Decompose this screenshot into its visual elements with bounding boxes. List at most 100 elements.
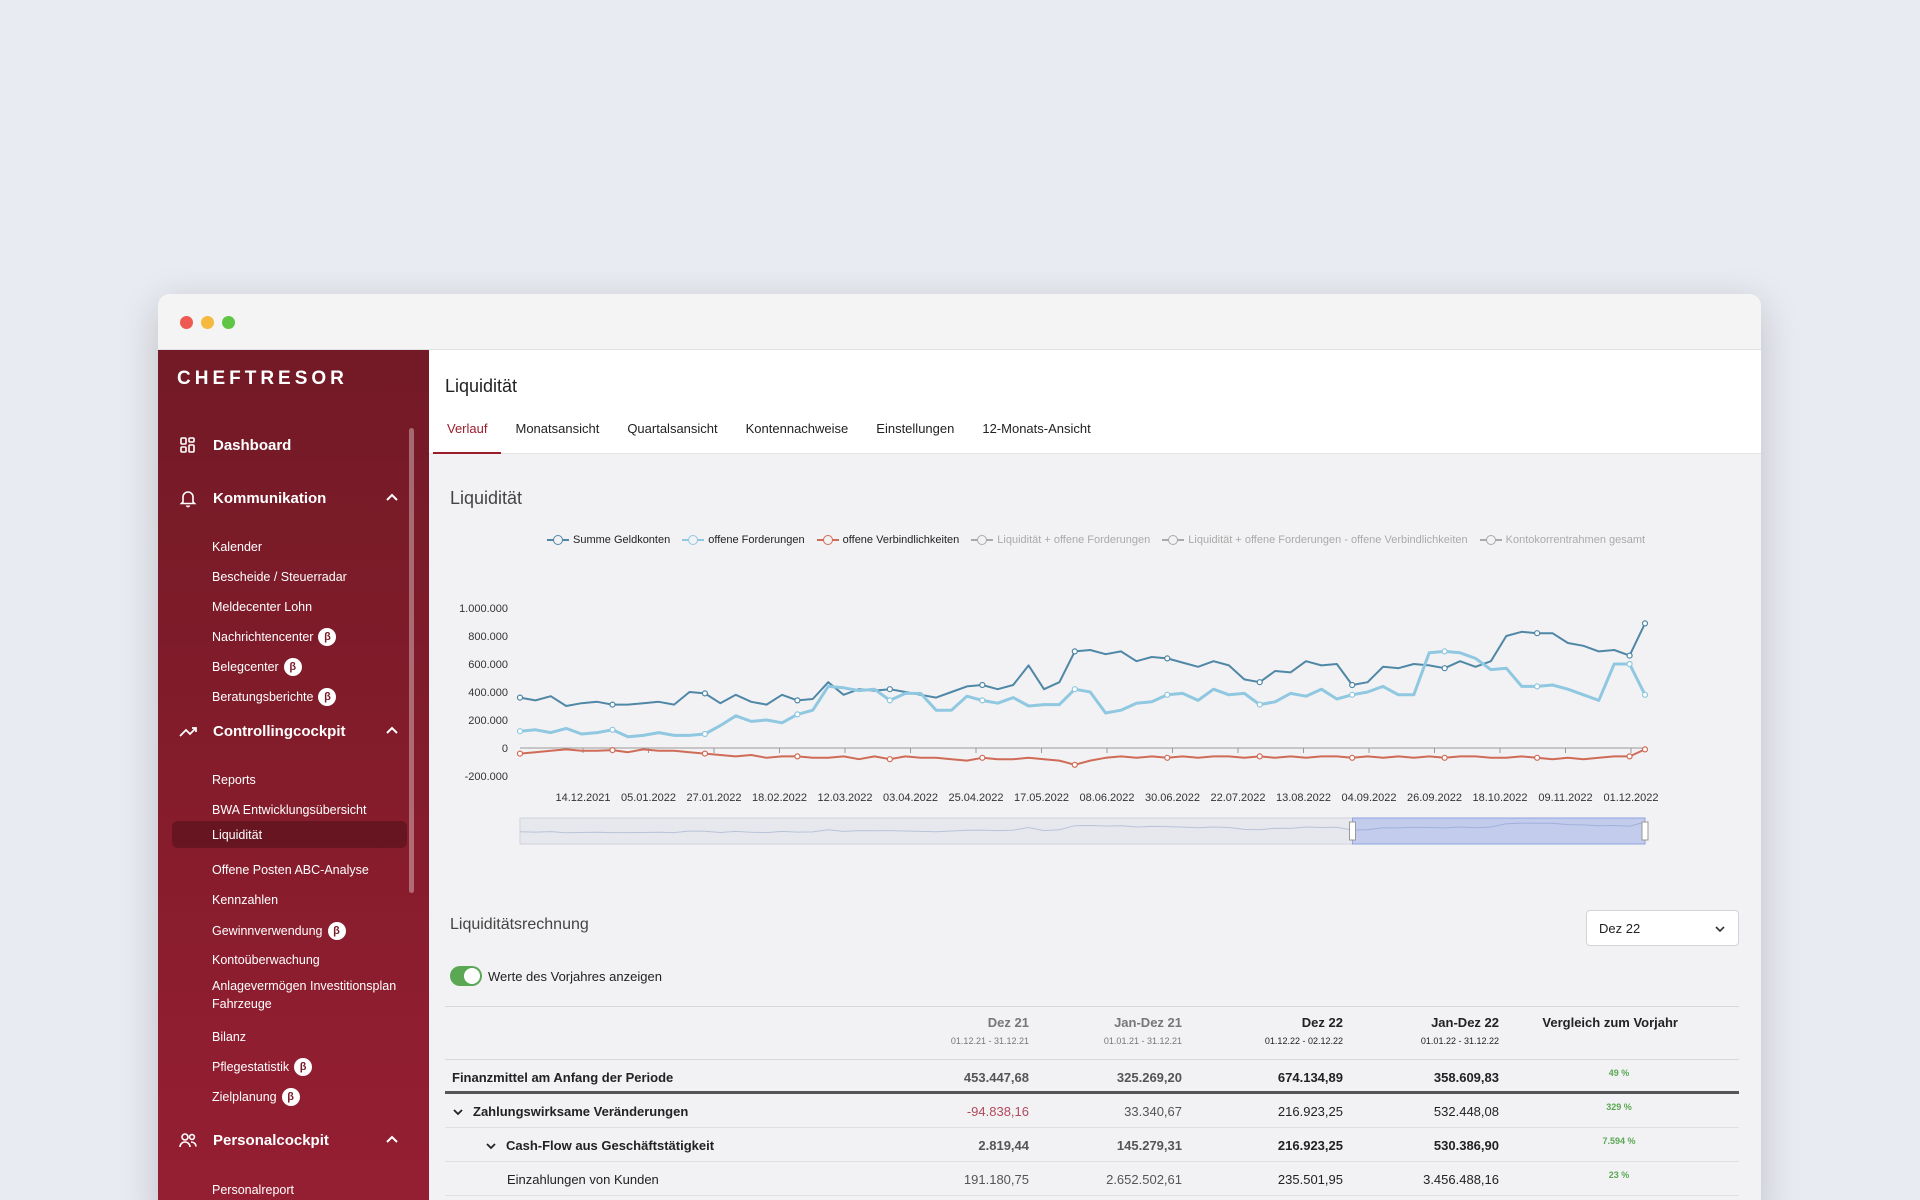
sidebar-item-personalreport[interactable]: Personalreport — [212, 1183, 294, 1197]
legend-offene-forderungen[interactable]: offene Forderungen — [682, 534, 805, 546]
legend-liquiditaet-forderungen-verbindlichkeiten[interactable]: Liquidität + offene Forderungen - offene… — [1162, 534, 1468, 546]
col-header-jan-dez-21: Jan-Dez 21 01.01.21 - 31.12.21 — [1103, 1015, 1182, 1046]
y-tick-label: 400.000 — [468, 687, 508, 699]
cell-value: 216.923,25 — [1277, 1138, 1343, 1153]
x-tick-label: 09.11.2022 — [1538, 792, 1592, 804]
series-line-offene-forderungen — [519, 649, 1647, 739]
minimize-window-button[interactable] — [201, 316, 214, 329]
data-point — [979, 681, 986, 689]
sidebar-item-meldecenter[interactable]: Meldecenter Lohn — [212, 600, 313, 614]
legend-offene-verbindlichkeiten[interactable]: offene Verbindlichkeiten — [816, 534, 959, 546]
sidebar-item-offene-posten[interactable]: Offene Posten ABC-Analyse — [212, 863, 369, 877]
period-select[interactable]: Dez 22 — [1586, 910, 1739, 946]
sidebar-section-personalcockpit[interactable]: Personalcockpit — [158, 1123, 418, 1157]
x-tick-label: 01.12.2022 — [1603, 792, 1658, 804]
data-point — [1256, 753, 1263, 760]
sidebar-item-dashboard[interactable]: Dashboard — [158, 428, 418, 462]
sidebar-item-zielplanung[interactable]: Zielplanung β — [212, 1088, 300, 1106]
cell-value: 674.134,89 — [1277, 1070, 1343, 1085]
tab-quartalsansicht[interactable]: Quartalsansicht — [627, 421, 718, 436]
chevron-down-icon[interactable] — [485, 1140, 497, 1152]
chart-legend: Summe Geldkonten offene Forderungen offe… — [547, 534, 1645, 546]
legend-summe-geldkonten[interactable]: Summe Geldkonten — [547, 534, 670, 546]
legend-marker — [547, 535, 569, 545]
data-point — [1071, 686, 1078, 693]
page-header: Liquidität Verlauf Monatsansicht Quartal… — [429, 350, 1761, 454]
cell-value: -94.838,16 — [966, 1104, 1029, 1119]
cell-value: 325.269,20 — [1116, 1070, 1182, 1085]
data-point — [516, 750, 524, 757]
beta-badge: β — [318, 688, 337, 706]
data-point — [1534, 754, 1541, 761]
table-row[interactable]: Cash-Flow aus Geschäftstätigkeit 2.819,4… — [445, 1128, 1739, 1162]
sidebar-item-bwa[interactable]: BWA Entwicklungsübersicht — [212, 803, 367, 817]
data-point — [609, 701, 616, 708]
sidebar-section-controllingcockpit[interactable]: Controllingcockpit — [158, 714, 418, 748]
data-point — [1626, 660, 1633, 668]
maximize-window-button[interactable] — [222, 316, 235, 329]
chevron-up-icon[interactable] — [384, 1132, 400, 1148]
x-tick-label: 30.06.2022 — [1145, 792, 1200, 804]
data-point — [1256, 701, 1263, 708]
table-row[interactable]: Zahlungswirksame Veränderungen -94.838,1… — [445, 1094, 1739, 1128]
trend-icon — [179, 727, 197, 737]
sidebar-item-belegcenter[interactable]: Belegcenter β — [212, 658, 302, 676]
cell-value: 358.609,83 — [1433, 1070, 1499, 1085]
sidebar-item-label: Dashboard — [213, 436, 292, 454]
sidebar-item-bescheide[interactable]: Bescheide / Steuerradar — [212, 570, 347, 584]
sidebar-item-gewinnverwendung[interactable]: Gewinnverwendung β — [212, 922, 346, 940]
close-window-button[interactable] — [180, 316, 193, 329]
sidebar-item-pflegestatistik[interactable]: Pflegestatistik β — [212, 1058, 313, 1076]
chevron-down-icon[interactable] — [452, 1106, 464, 1118]
previous-year-toggle[interactable] — [450, 966, 482, 986]
tab-einstellungen[interactable]: Einstellungen — [876, 421, 955, 436]
sidebar-item-anlagevermoegen[interactable]: Anlagevermögen Investitionsplan Fahrzeug… — [212, 979, 397, 1011]
tab-monatsansicht[interactable]: Monatsansicht — [515, 421, 600, 436]
x-tick-label: 14.12.2021 — [555, 792, 610, 804]
sidebar-item-kalender[interactable]: Kalender — [212, 540, 263, 554]
sidebar-item-nachrichtencenter[interactable]: Nachrichtencenter β — [212, 628, 337, 646]
legend-kontokorrentrahmen[interactable]: Kontokorrentrahmen gesamt — [1479, 534, 1645, 546]
chart-section-title: Liquidität — [450, 488, 523, 508]
period-select-value: Dez 22 — [1599, 921, 1641, 936]
app-window: CHEFTRESOR Dashboard Kommunikation Kalen… — [158, 294, 1761, 1200]
sidebar-item-beratungsberichte[interactable]: Beratungsberichte β — [212, 688, 337, 706]
tab-verlauf[interactable]: Verlauf — [433, 416, 502, 454]
sidebar-item-kennzahlen[interactable]: Kennzahlen — [212, 893, 279, 907]
col-header-dez-21: Dez 21 01.12.21 - 31.12.21 — [950, 1015, 1029, 1046]
data-point — [1641, 691, 1649, 698]
title-bar — [158, 294, 1761, 350]
cell-value: 2.819,44 — [978, 1138, 1029, 1153]
sidebar-scrollbar[interactable] — [409, 428, 414, 893]
row-label: Einzahlungen von Kunden — [507, 1172, 659, 1187]
data-point — [886, 697, 893, 704]
data-point — [794, 711, 801, 718]
y-tick-label: 0 — [502, 743, 508, 755]
cell-value: 235.501,95 — [1277, 1172, 1343, 1187]
chevron-up-icon[interactable] — [384, 723, 400, 739]
data-point — [1626, 753, 1633, 760]
legend-marker — [816, 535, 839, 545]
data-point — [1626, 652, 1633, 659]
sidebar-section-kommunikation[interactable]: Kommunikation — [158, 481, 418, 515]
data-point — [1256, 679, 1263, 686]
sidebar-section-label: Personalcockpit — [213, 1131, 329, 1149]
table-row: Einzahlungen von Kunden 191.180,75 2.652… — [445, 1162, 1739, 1196]
data-point — [701, 690, 709, 697]
tab-kontennachweise[interactable]: Kontennachweise — [745, 421, 849, 436]
chart-plot: 1.000.000 800.000 600.000 400.000 200.000 0 -2… — [459, 603, 1659, 845]
sidebar-item-liquiditaet[interactable]: Liquidität — [172, 821, 407, 848]
sidebar-item-reports[interactable]: Reports — [212, 773, 256, 787]
sidebar-item-kontoueberwachung[interactable]: Kontoüberwachung — [212, 953, 320, 967]
navigator-handle-right — [1641, 821, 1649, 841]
data-point — [1071, 648, 1078, 655]
data-point — [886, 686, 893, 693]
data-point — [1164, 655, 1171, 662]
x-tick-label: 13.08.2022 — [1276, 792, 1331, 804]
chevron-up-icon[interactable] — [384, 490, 400, 506]
tab-12-monats-ansicht[interactable]: 12-Monats-Ansicht — [982, 421, 1091, 436]
legend-liquiditaet-forderungen[interactable]: Liquidität + offene Forderungen — [971, 534, 1150, 546]
sidebar-item-bilanz[interactable]: Bilanz — [212, 1030, 247, 1044]
data-point — [1641, 620, 1649, 627]
row-label: Cash-Flow aus Geschäftstätigkeit — [506, 1138, 715, 1153]
